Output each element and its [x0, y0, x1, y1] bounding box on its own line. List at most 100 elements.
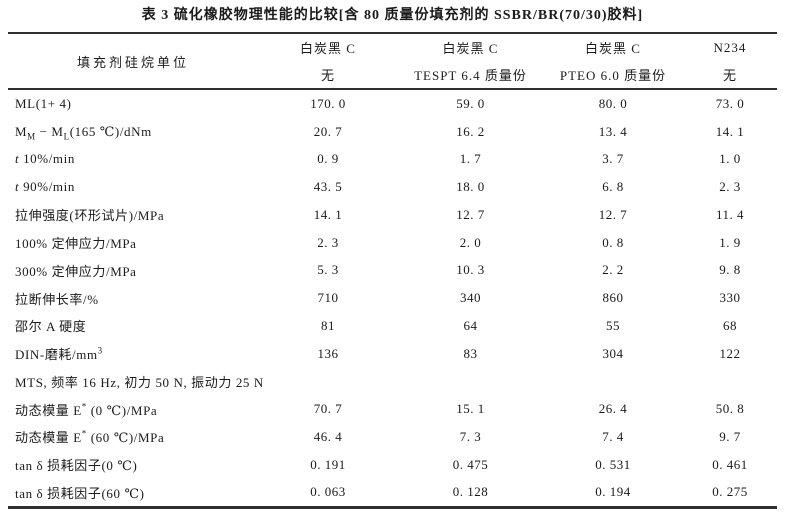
table-header: 填充剂硅烷单位 白炭黑 C 白炭黑 C 白炭黑 C N234 无 TESPT 6…	[8, 33, 777, 89]
cell-value: 304	[602, 345, 624, 361]
cell-value: 0. 191	[310, 456, 346, 472]
cell-value: 9. 7	[719, 428, 741, 444]
header-col1: 填充剂硅烷单位	[76, 54, 189, 70]
row-label: tan δ 损耗因子(0 ℃)	[15, 458, 138, 474]
table-row: tan δ 损耗因子(60 ℃) 0. 063 0. 128 0. 194 0.…	[8, 479, 777, 508]
cell-value: 6. 8	[602, 179, 624, 195]
table-row: 300% 定伸应力/MPa 5. 3 10. 3 2. 2 9. 8	[8, 257, 777, 285]
header-line2: TESPT 6.4 质量份	[414, 68, 527, 83]
table-row: ML(1+ 4) 170. 0 59. 0 80. 0 73. 0	[8, 88, 777, 118]
header-line1: 白炭黑 C	[442, 41, 499, 56]
header-line1: 白炭黑 C	[300, 41, 356, 56]
cell-value: 46. 4	[313, 428, 343, 444]
cell-value: 20. 7	[313, 123, 343, 139]
cell-value: 50. 8	[715, 401, 745, 417]
cell-value: 11. 4	[715, 206, 745, 222]
cell-value: 12. 7	[598, 206, 628, 222]
row-label: 邵尔 A 硬度	[15, 319, 87, 335]
cell-value: 13. 4	[598, 123, 628, 139]
cell-value: 1. 7	[459, 151, 482, 167]
header-row-1: 填充剂硅烷单位 白炭黑 C 白炭黑 C 白炭黑 C N234	[8, 33, 777, 70]
header-line2: 无	[320, 68, 335, 83]
row-label: 动态模量 E* (60 ℃)/MPa	[15, 429, 165, 446]
header-line1: N234	[713, 39, 747, 55]
cell-value: 14. 1	[715, 123, 745, 139]
cell-value: 14. 1	[313, 206, 343, 222]
cell-value: 73. 0	[683, 88, 777, 118]
cell-value: 9. 8	[719, 262, 741, 278]
header-line2: 无	[722, 68, 737, 83]
cell-value: 0. 8	[602, 234, 624, 250]
row-label: ML(1+ 4)	[8, 88, 258, 118]
cell-value: 2. 0	[459, 234, 482, 250]
cell-value: 3. 7	[602, 151, 624, 167]
cell-value: 860	[602, 290, 624, 306]
cell-value: 64	[463, 317, 478, 333]
row-label: 拉伸强度(环形试片)/MPa	[15, 208, 165, 224]
row-label: tan δ 损耗因子(60 ℃)	[15, 485, 145, 501]
table-row: 拉断伸长率/% 710 340 860 330	[8, 284, 777, 312]
row-label: t 10%/min	[15, 151, 75, 167]
cell-value: 340	[460, 290, 481, 306]
data-table: 填充剂硅烷单位 白炭黑 C 白炭黑 C 白炭黑 C N234 无 TESPT 6…	[8, 32, 777, 510]
cell-value: 330	[719, 290, 741, 306]
cell-value: 0. 461	[712, 456, 748, 472]
table-row: 动态模量 E* (60 ℃)/MPa 46. 4 7. 3 7. 4 9. 7	[8, 423, 777, 451]
row-label: 100% 定伸应力/MPa	[15, 236, 137, 252]
cell-value: 43. 5	[313, 179, 343, 195]
cell-value: 0. 275	[712, 484, 748, 500]
section-label: MTS, 频率 16 Hz, 初力 50 N, 振动力 25 N	[15, 374, 264, 390]
table-row: 动态模量 E* (0 ℃)/MPa 70. 7 15. 1 26. 4 50. …	[8, 395, 777, 423]
table-body: ML(1+ 4) 170. 0 59. 0 80. 0 73. 0 MM − M…	[8, 88, 777, 508]
table-row: DIN-磨耗/mm3 136 83 304 122	[8, 340, 777, 368]
table-row: 邵尔 A 硬度 81 64 55 68	[8, 312, 777, 340]
row-label: t 90%/min	[15, 179, 75, 195]
cell-value: 59. 0	[398, 88, 543, 118]
cell-value: 26. 4	[598, 401, 628, 417]
cell-value: 7. 3	[459, 428, 482, 444]
cell-value: 0. 475	[452, 456, 489, 472]
table-row: MM − ML(165 ℃)/dNm 20. 7 16. 2 13. 4 14.…	[8, 118, 777, 146]
table-row: 100% 定伸应力/MPa 2. 3 2. 0 0. 8 1. 9	[8, 229, 777, 257]
cell-value: 0. 531	[595, 456, 631, 472]
cell-value: 2. 2	[602, 262, 624, 278]
cell-value: 18. 0	[456, 179, 485, 195]
cell-value: 83	[463, 345, 478, 361]
table-row: 拉伸强度(环形试片)/MPa 14. 1 12. 7 12. 7 11. 4	[8, 201, 777, 229]
cell-value: 1. 0	[719, 151, 741, 167]
row-label: DIN-磨耗/mm3	[15, 345, 103, 363]
table-row-section: MTS, 频率 16 Hz, 初力 50 N, 振动力 25 N	[8, 368, 777, 396]
cell-value: 55	[606, 317, 620, 333]
cell-value: 5. 3	[317, 262, 339, 278]
row-label: 拉断伸长率/%	[15, 291, 99, 307]
row-label: MM − ML(165 ℃)/dNm	[15, 123, 152, 142]
cell-value: 170. 0	[258, 88, 398, 118]
cell-value: 16. 2	[456, 123, 485, 139]
cell-value: 7. 4	[602, 428, 624, 444]
header-line2: PTEO 6.0 质量份	[559, 68, 667, 83]
cell-value: 81	[321, 317, 335, 333]
header-line1: 白炭黑 C	[585, 41, 641, 56]
cell-value: 122	[719, 345, 741, 361]
cell-value: 0. 063	[310, 484, 346, 500]
table-row: t 90%/min 43. 5 18. 0 6. 8 2. 3	[8, 173, 777, 201]
table-row: t 10%/min 0. 9 1. 7 3. 7 1. 0	[8, 146, 777, 174]
cell-value: 136	[317, 345, 339, 361]
cell-value: 710	[317, 290, 339, 306]
cell-value: 2. 3	[719, 179, 741, 195]
cell-value: 68	[723, 317, 737, 333]
cell-value: 0. 194	[595, 484, 631, 500]
header-row-2: 无 TESPT 6.4 质量份 PTEO 6.0 质量份 无	[8, 61, 777, 89]
table-title: 表 3 硫化橡胶物理性能的比较[含 80 质量份填充剂的 SSBR/BR(70/…	[141, 8, 644, 23]
cell-value: 12. 7	[456, 206, 485, 222]
cell-value: 2. 3	[317, 234, 339, 250]
cell-value: 80. 0	[543, 88, 683, 118]
cell-value: 0. 128	[452, 484, 489, 500]
cell-value: 70. 7	[313, 401, 343, 417]
row-label: 300% 定伸应力/MPa	[15, 263, 137, 279]
row-label: 动态模量 E* (0 ℃)/MPa	[15, 401, 158, 418]
table-row: tan δ 损耗因子(0 ℃) 0. 191 0. 475 0. 531 0. …	[8, 451, 777, 479]
cell-value: 1. 9	[719, 234, 741, 250]
cell-value: 10. 3	[456, 262, 485, 278]
